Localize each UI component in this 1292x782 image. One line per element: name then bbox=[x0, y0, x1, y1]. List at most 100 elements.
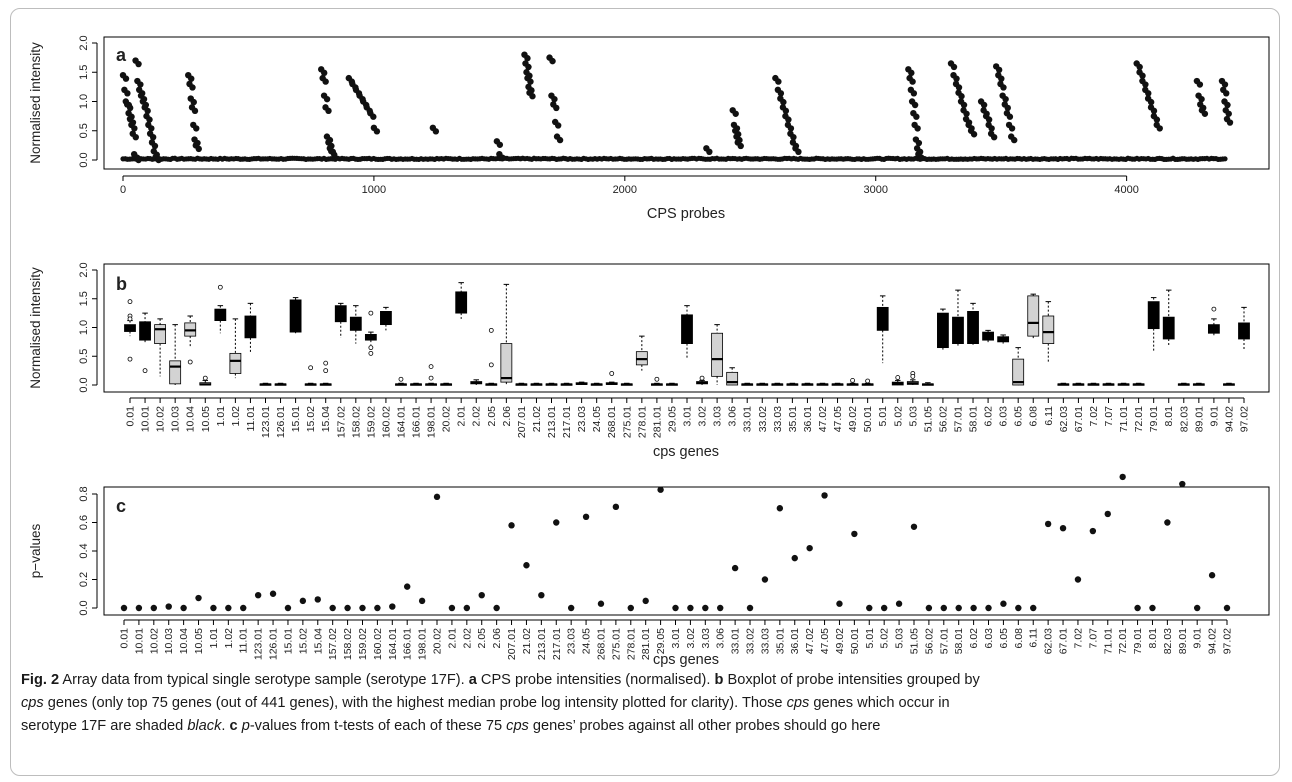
pvalue-point bbox=[344, 604, 351, 612]
x-tick-label: 123.01 bbox=[260, 406, 272, 438]
y-tick-label: 2.0 bbox=[78, 262, 90, 277]
box-body bbox=[229, 352, 242, 374]
probe-point bbox=[1147, 98, 1155, 106]
panel-c-xlabel: cps genes bbox=[653, 652, 719, 668]
x-tick-label: 166.01 bbox=[402, 628, 414, 660]
panel-b-y-axis: 0.0 0.5 1.0 1.5 2.0 bbox=[78, 262, 98, 393]
panel-a-ylabel: Normalised intensity bbox=[28, 42, 43, 164]
y-tick-label: 1.0 bbox=[78, 94, 90, 109]
probe-point bbox=[998, 75, 1005, 82]
probe-point bbox=[1201, 110, 1209, 117]
pvalue-point bbox=[478, 591, 485, 599]
x-tick-label: 123.01 bbox=[253, 628, 265, 660]
x-tick-label: 62.03 bbox=[1058, 406, 1070, 432]
box-outlier bbox=[323, 368, 329, 374]
probe-point bbox=[1002, 95, 1009, 103]
x-tick-label: 3.03 bbox=[700, 628, 712, 649]
x-tick-label: 7.07 bbox=[1103, 406, 1115, 427]
x-tick-label: 10.04 bbox=[185, 406, 197, 432]
x-tick-label: 3.03 bbox=[712, 406, 724, 427]
x-tick-label: 67.01 bbox=[1058, 628, 1070, 654]
probe-point bbox=[953, 75, 960, 82]
x-tick-label: 0 bbox=[120, 184, 126, 196]
pvalue-point bbox=[225, 604, 232, 612]
pvalue-point bbox=[702, 604, 709, 612]
probe-point bbox=[775, 78, 782, 85]
panel-a-letter: a bbox=[116, 45, 127, 65]
pvalue-point bbox=[985, 604, 992, 612]
x-tick-label: 24.05 bbox=[581, 628, 593, 654]
caption-text-3-mid: -values from t-tests of each of these 75 bbox=[249, 718, 507, 734]
y-tick-label: 2.0 bbox=[78, 35, 90, 50]
probe-point bbox=[553, 104, 560, 112]
pvalue-point bbox=[284, 604, 292, 612]
caption-label-a: a bbox=[468, 672, 477, 688]
x-tick-label: 164.01 bbox=[395, 406, 407, 438]
pvalue-point bbox=[731, 564, 739, 572]
x-tick-label: 33.03 bbox=[772, 406, 784, 432]
pvalue-point bbox=[210, 604, 217, 612]
box-body bbox=[169, 360, 182, 385]
x-tick-label: 1.01 bbox=[208, 628, 220, 649]
box-outlier bbox=[699, 375, 705, 381]
x-tick-label: 5.01 bbox=[877, 406, 889, 427]
probe-point bbox=[1156, 125, 1163, 132]
x-tick-label: 6.11 bbox=[1028, 628, 1040, 648]
panel-c-points bbox=[120, 473, 1231, 612]
probe-point bbox=[551, 95, 558, 103]
x-tick-label: 10.05 bbox=[193, 628, 205, 654]
pvalue-point bbox=[404, 583, 411, 590]
caption-p: p bbox=[241, 718, 250, 734]
y-tick-label: 1.5 bbox=[78, 291, 90, 306]
box-body bbox=[1238, 322, 1250, 340]
x-tick-label: 3.02 bbox=[697, 406, 709, 427]
caption-label-c: c bbox=[229, 718, 238, 734]
panel-b-boxes bbox=[124, 282, 1250, 386]
x-tick-label: 15.02 bbox=[305, 406, 317, 432]
x-tick-label: 207.01 bbox=[516, 406, 528, 438]
pvalue-point bbox=[493, 604, 500, 612]
probe-point bbox=[1222, 156, 1228, 162]
x-tick-label: 10.01 bbox=[140, 406, 152, 432]
pvalue-point bbox=[1089, 527, 1097, 535]
x-tick-label: 56.02 bbox=[937, 406, 949, 432]
pvalue-point bbox=[433, 493, 441, 501]
box-outlier bbox=[609, 371, 615, 376]
x-tick-label: 4000 bbox=[1114, 184, 1138, 196]
probe-point bbox=[777, 90, 785, 97]
pvalue-point bbox=[612, 503, 620, 511]
caption-text-3-end: genes’ probes against all other probes s… bbox=[528, 718, 881, 734]
pvalue-point bbox=[150, 604, 158, 612]
box-outlier bbox=[428, 375, 434, 381]
probe-point bbox=[195, 145, 202, 153]
x-tick-label: 47.05 bbox=[832, 406, 844, 432]
pvalue-point bbox=[389, 603, 396, 610]
x-tick-label: 164.01 bbox=[387, 628, 399, 660]
x-tick-label: 198.01 bbox=[417, 628, 429, 660]
probe-point bbox=[148, 125, 155, 132]
x-tick-label: 6.08 bbox=[1028, 406, 1040, 427]
x-tick-label: 3000 bbox=[863, 184, 887, 196]
probe-point bbox=[155, 156, 162, 164]
probe-point bbox=[706, 148, 713, 156]
x-tick-label: 29.05 bbox=[666, 406, 678, 432]
pvalue-point bbox=[523, 562, 530, 569]
x-tick-label: 47.02 bbox=[804, 628, 816, 654]
pvalue-point bbox=[1208, 572, 1216, 579]
x-tick-label: 79.01 bbox=[1148, 406, 1160, 432]
x-tick-label: 15.01 bbox=[290, 406, 302, 432]
probe-point bbox=[193, 125, 200, 132]
probe-point bbox=[144, 107, 151, 115]
probe-point bbox=[1221, 81, 1229, 88]
y-tick-label: 0.4 bbox=[78, 543, 90, 558]
probe-point bbox=[732, 110, 739, 117]
caption-text-a: CPS probe intensities (normalised). bbox=[476, 672, 715, 688]
box-body bbox=[1042, 315, 1055, 345]
probe-point bbox=[787, 125, 795, 132]
x-tick-label: 6.03 bbox=[998, 406, 1010, 427]
pvalue-point bbox=[165, 603, 172, 610]
probe-point bbox=[499, 154, 506, 161]
box-outlier bbox=[127, 316, 133, 322]
probe-point bbox=[737, 142, 744, 150]
caption-dot: . bbox=[221, 718, 230, 734]
